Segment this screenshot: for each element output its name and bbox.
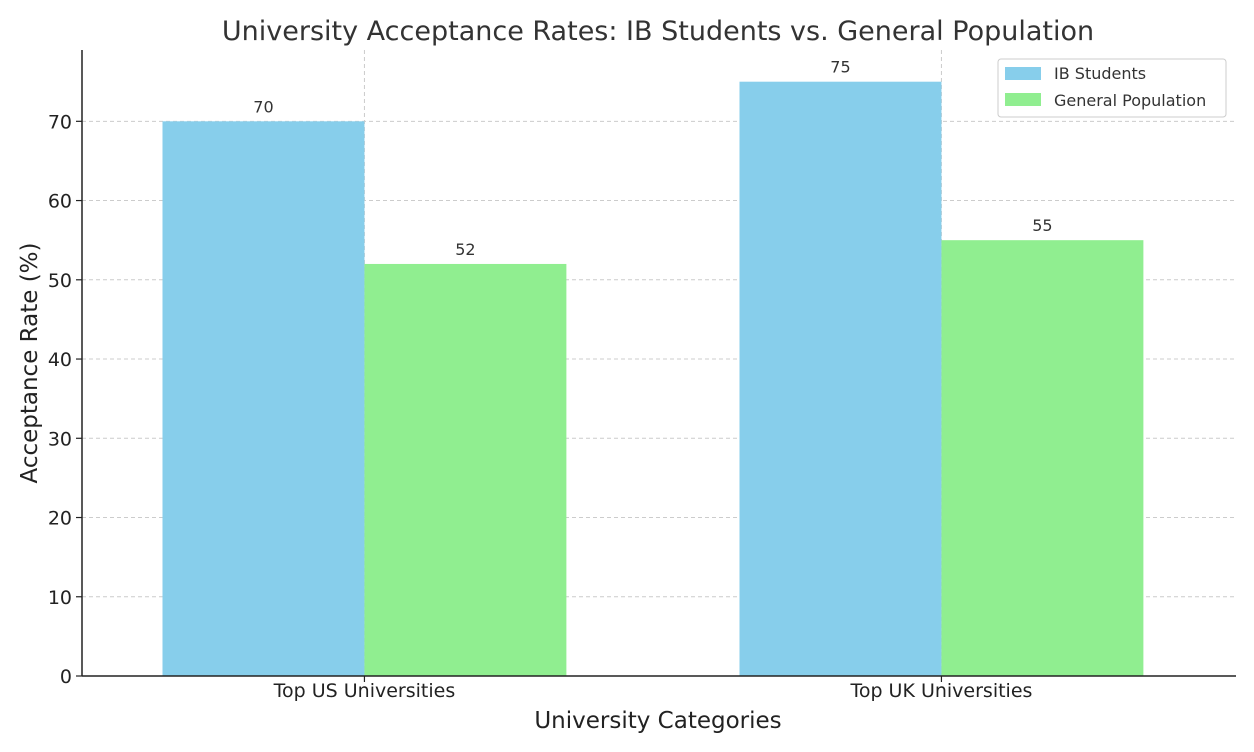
bar-ib-students-top-us-universities: [162, 121, 365, 676]
y-tick-label-60: 60: [48, 191, 72, 213]
y-axis-label: Acceptance Rate (%): [17, 242, 43, 483]
bars: [162, 81, 1144, 676]
y-axis-ticks: 0 10 20 30 40 50 60 70: [48, 111, 82, 688]
data-label-general-population-top-uk-universities: 55: [1032, 216, 1052, 235]
data-label-ib-students-top-us-universities: 70: [253, 97, 273, 116]
y-tick-label-50: 50: [48, 270, 72, 292]
x-tick-label-top-us-universities: Top US Universities: [273, 680, 456, 702]
legend: IB Students General Population: [997, 58, 1227, 118]
bar-ib-students-top-uk-universities: [739, 81, 942, 676]
legend-swatch-ib-students: [1005, 67, 1041, 80]
legend-box: [997, 58, 1227, 118]
y-tick-label-40: 40: [48, 349, 72, 371]
y-tick-label-70: 70: [48, 111, 72, 133]
data-labels: 70 75 52 55: [253, 58, 1052, 259]
data-label-general-population-top-us-universities: 52: [455, 240, 475, 259]
y-tick-label-10: 10: [48, 587, 72, 609]
x-axis-ticks: Top US Universities Top UK Universities: [273, 676, 1032, 702]
legend-label-ib-students: IB Students: [1054, 64, 1146, 83]
x-axis-label: University Categories: [534, 708, 781, 734]
bar-general-population-top-uk-universities: [941, 240, 1144, 676]
legend-label-general-population: General Population: [1054, 91, 1206, 110]
y-tick-label-20: 20: [48, 508, 72, 530]
y-tick-label-0: 0: [60, 666, 72, 688]
data-label-ib-students-top-uk-universities: 75: [830, 58, 850, 77]
legend-swatch-general-population: [1005, 93, 1041, 106]
y-tick-label-30: 30: [48, 428, 72, 450]
bar-general-population-top-us-universities: [364, 263, 567, 676]
chart-title: University Acceptance Rates: IB Students…: [222, 16, 1094, 47]
x-tick-label-top-uk-universities: Top UK Universities: [849, 680, 1032, 702]
